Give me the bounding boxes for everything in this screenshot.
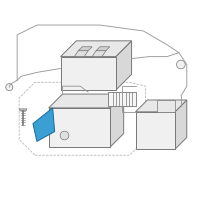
Polygon shape	[92, 51, 106, 57]
Polygon shape	[61, 57, 116, 90]
Polygon shape	[33, 108, 55, 141]
Polygon shape	[116, 41, 132, 90]
Polygon shape	[49, 108, 110, 147]
Circle shape	[6, 84, 13, 91]
Circle shape	[177, 60, 185, 69]
Polygon shape	[157, 100, 175, 112]
Polygon shape	[96, 47, 110, 51]
Circle shape	[60, 131, 69, 140]
Polygon shape	[74, 51, 88, 57]
Polygon shape	[175, 100, 187, 149]
Polygon shape	[110, 94, 124, 147]
Polygon shape	[61, 41, 132, 57]
Polygon shape	[136, 100, 187, 112]
Polygon shape	[136, 112, 175, 149]
Polygon shape	[108, 92, 136, 106]
Polygon shape	[49, 94, 124, 108]
Polygon shape	[19, 109, 27, 111]
Polygon shape	[78, 47, 92, 51]
